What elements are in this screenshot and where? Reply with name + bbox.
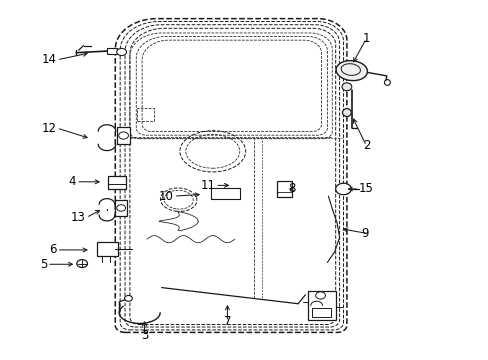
Text: 3: 3 bbox=[141, 329, 148, 342]
Circle shape bbox=[315, 292, 325, 299]
Text: 6: 6 bbox=[49, 243, 57, 256]
Bar bbox=[311, 308, 330, 317]
Bar bbox=[211, 188, 239, 199]
Bar bbox=[307, 291, 335, 320]
Text: 5: 5 bbox=[40, 258, 47, 271]
Ellipse shape bbox=[342, 109, 350, 117]
Text: 15: 15 bbox=[358, 183, 373, 195]
Circle shape bbox=[77, 260, 87, 267]
Circle shape bbox=[119, 132, 128, 139]
Circle shape bbox=[124, 296, 132, 301]
Text: 9: 9 bbox=[361, 227, 368, 240]
Bar bbox=[115, 200, 127, 216]
Circle shape bbox=[117, 48, 126, 55]
Bar bbox=[97, 242, 118, 256]
Ellipse shape bbox=[341, 83, 351, 91]
Circle shape bbox=[117, 205, 125, 211]
Text: 14: 14 bbox=[41, 53, 57, 66]
Text: 13: 13 bbox=[71, 211, 86, 224]
Bar bbox=[277, 181, 291, 197]
Bar bbox=[107, 48, 117, 54]
Text: 10: 10 bbox=[159, 190, 173, 203]
Bar bbox=[108, 176, 126, 189]
Text: 2: 2 bbox=[362, 139, 369, 152]
Text: 12: 12 bbox=[41, 122, 57, 135]
Text: 4: 4 bbox=[69, 175, 76, 188]
Ellipse shape bbox=[335, 60, 366, 81]
Text: 8: 8 bbox=[288, 183, 295, 195]
Text: 1: 1 bbox=[362, 32, 369, 45]
Text: 7: 7 bbox=[223, 315, 231, 328]
Circle shape bbox=[335, 183, 350, 195]
Bar bbox=[117, 127, 130, 144]
Text: 11: 11 bbox=[200, 179, 215, 192]
